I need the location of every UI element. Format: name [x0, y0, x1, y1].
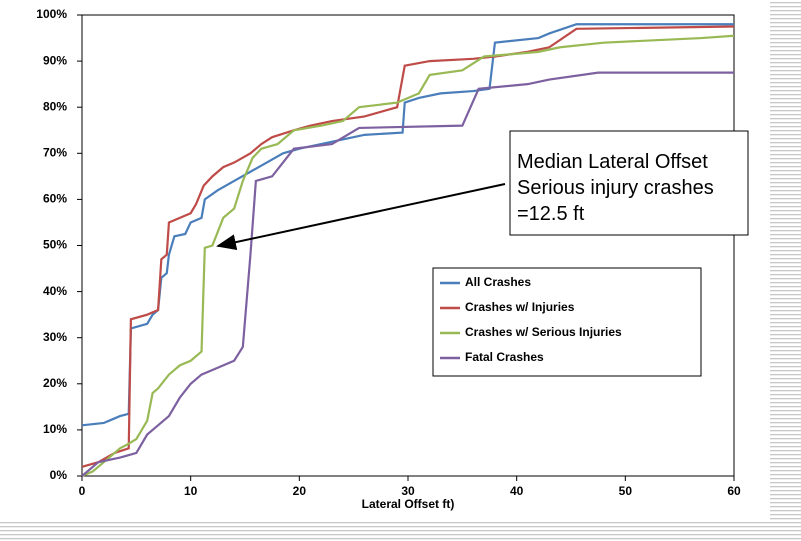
y-tick-label: 80%: [43, 99, 67, 113]
legend-label: Crashes w/ Serious Injuries: [465, 325, 622, 339]
y-tick-label: 100%: [36, 7, 67, 21]
y-tick-label: 60%: [43, 192, 67, 206]
legend-label: Crashes w/ Injuries: [465, 300, 575, 314]
plot-area: [81, 14, 735, 477]
legend-label: Fatal Crashes: [465, 350, 544, 364]
y-tick-label: 0%: [50, 468, 68, 482]
y-tick-label: 30%: [43, 330, 67, 344]
y-tick-label: 50%: [43, 238, 67, 252]
annotation-text: Serious injury crashes: [517, 177, 714, 199]
series-line: [81, 34, 735, 478]
x-tick-label: 10: [184, 484, 198, 498]
annotation-text: Median Lateral Offset: [517, 151, 708, 173]
y-tick-label: 40%: [43, 284, 67, 298]
series-line: [81, 25, 735, 468]
y-tick-label: 90%: [43, 53, 67, 67]
annotation-arrow: [216, 183, 506, 251]
x-tick-label: 0: [79, 484, 86, 498]
series-line: [81, 23, 734, 427]
annotation-text: =12.5 ft: [517, 203, 585, 225]
y-tick-label: 70%: [43, 145, 67, 159]
x-tick-label: 60: [727, 484, 741, 498]
y-tick-label: 10%: [43, 422, 67, 436]
x-axis-label: Lateral Offset ft): [362, 497, 455, 511]
x-tick-label: 50: [619, 484, 633, 498]
x-tick-label: 20: [293, 484, 307, 498]
series-line: [81, 71, 734, 477]
annotation-box: [509, 130, 749, 236]
x-tick-label: 30: [401, 484, 415, 498]
y-tick-label: 20%: [43, 376, 67, 390]
x-tick-label: 40: [510, 484, 524, 498]
legend-label: All Crashes: [465, 275, 531, 289]
legend: [432, 267, 702, 377]
